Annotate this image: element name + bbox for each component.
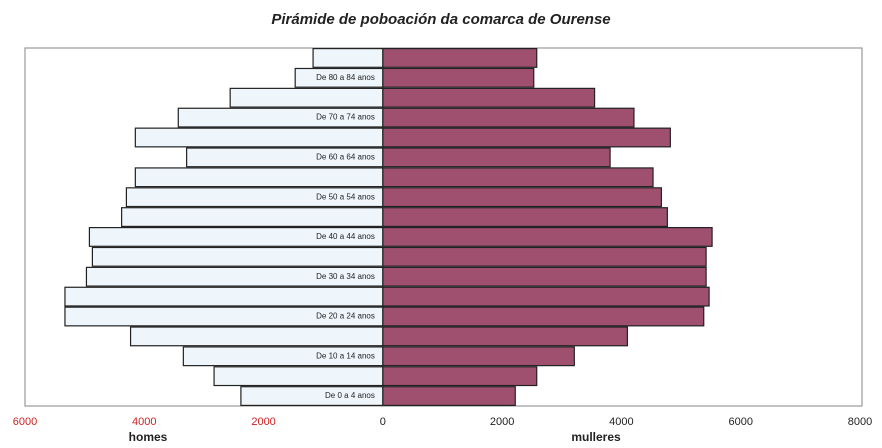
bar (121, 207, 384, 228)
bar (382, 47, 538, 68)
bar (382, 167, 654, 188)
category-label: De 30 a 34 anos (316, 272, 375, 281)
bar (382, 286, 710, 307)
bar (382, 147, 611, 168)
bar (213, 366, 384, 387)
category-label: De 70 a 74 anos (316, 113, 375, 122)
x-tick-label: 8000 (848, 416, 872, 428)
category-label: De 10 a 14 anos (316, 351, 375, 360)
bar (382, 306, 705, 327)
bar (91, 246, 384, 267)
bar (382, 366, 538, 387)
x-tick-label: 4000 (132, 416, 156, 428)
x-tick-label: 6000 (13, 416, 37, 428)
bar (382, 246, 707, 267)
bar (382, 326, 628, 347)
bar (382, 67, 535, 88)
axis-label: homes (129, 430, 168, 444)
category-label: De 20 a 24 anos (316, 312, 375, 321)
axis-label: mulleres (571, 430, 621, 444)
bar (382, 207, 668, 228)
bar (382, 107, 635, 128)
bar (129, 326, 384, 347)
bar (382, 187, 662, 208)
category-label: De 40 a 44 anos (316, 232, 375, 241)
category-label: De 0 a 4 anos (325, 391, 375, 400)
x-tick-label: 4000 (609, 416, 633, 428)
x-tick-label: 6000 (728, 416, 752, 428)
bar (382, 386, 516, 407)
x-tick-label: 2000 (490, 416, 514, 428)
bar (134, 127, 384, 148)
bar (382, 87, 596, 108)
bar (134, 167, 384, 188)
category-label: De 80 a 84 anos (316, 73, 375, 82)
bar (229, 87, 384, 108)
category-label: De 50 a 54 anos (316, 192, 375, 201)
chart-title: Pirámide de poboación da comarca de Oure… (271, 11, 610, 28)
bar (382, 266, 707, 287)
bar (312, 47, 384, 68)
bar (382, 127, 671, 148)
bar (64, 286, 384, 307)
category-label: De 60 a 64 anos (316, 152, 375, 161)
x-tick-label: 2000 (251, 416, 275, 428)
x-tick-label: 0 (380, 416, 386, 428)
bar (382, 226, 713, 247)
bar (382, 346, 575, 367)
